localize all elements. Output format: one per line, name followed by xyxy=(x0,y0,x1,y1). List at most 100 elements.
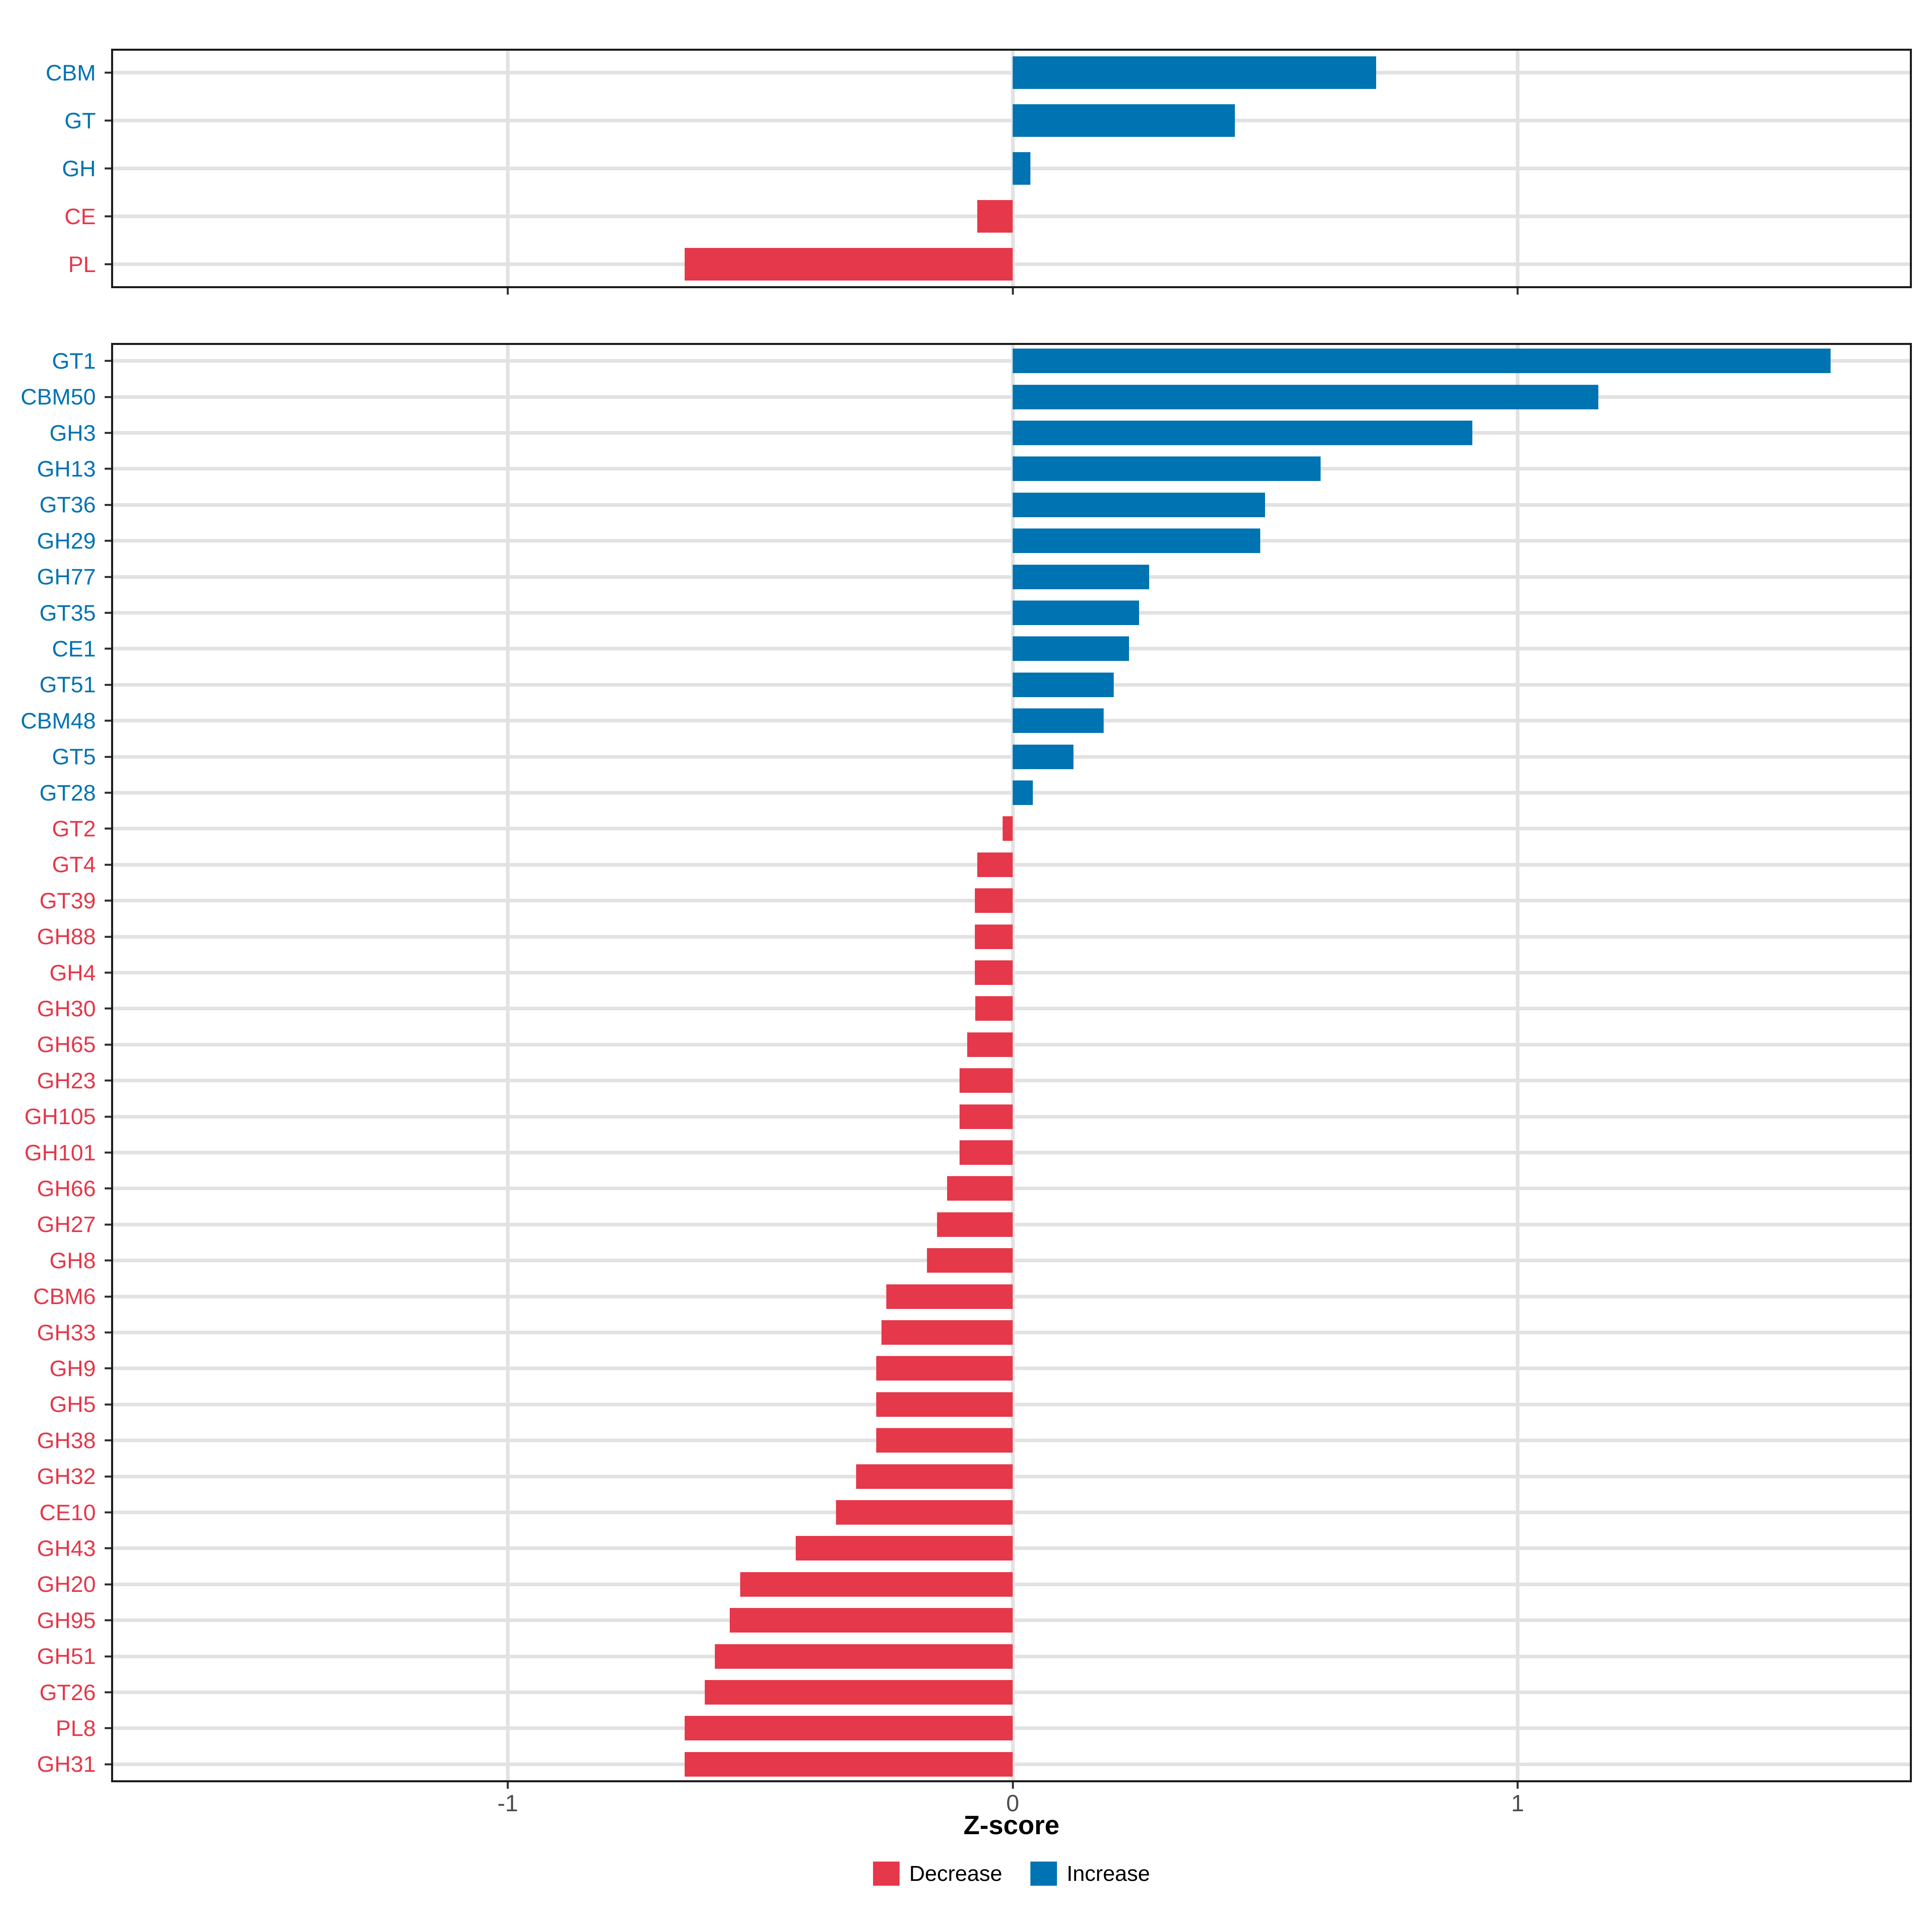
y-axis-label-PL8: PL8 xyxy=(56,1715,96,1741)
row-gridline-CE1 xyxy=(111,647,1912,651)
bar-GH101 xyxy=(960,1140,1013,1165)
legend-item-decrease: Decrease xyxy=(873,1862,1002,1886)
y-axis-label-CBM48: CBM48 xyxy=(21,708,96,733)
y-axis-label-GH8: GH8 xyxy=(49,1247,96,1273)
row-gridline-GH29 xyxy=(111,539,1912,543)
bar-GH95 xyxy=(730,1608,1013,1633)
y-axis-label-GH105: GH105 xyxy=(24,1104,96,1129)
legend-label-decrease: Decrease xyxy=(909,1862,1002,1886)
x-gridline--1 xyxy=(506,343,510,1782)
y-axis-label-GT51: GT51 xyxy=(39,672,96,698)
bar-GT35 xyxy=(1013,601,1139,625)
row-gridline-GH13 xyxy=(111,467,1912,471)
y-tick-GH4 xyxy=(105,972,111,974)
legend-label-increase: Increase xyxy=(1066,1862,1150,1886)
bar-GH5 xyxy=(876,1392,1013,1417)
row-gridline-GT1 xyxy=(111,359,1912,363)
x-tick-label--1: -1 xyxy=(497,1790,518,1816)
y-tick-GH65 xyxy=(105,1043,111,1046)
y-tick-GH29 xyxy=(105,540,111,542)
y-tick-GT26 xyxy=(105,1691,111,1693)
row-gridline-CBM xyxy=(111,71,1912,74)
y-axis-label-GT2: GT2 xyxy=(52,815,96,841)
y-tick-PL8 xyxy=(105,1727,111,1730)
y-tick-GH51 xyxy=(105,1655,111,1657)
y-tick-CBM xyxy=(105,72,111,74)
y-tick-CE xyxy=(105,215,111,217)
y-axis-label-CBM50: CBM50 xyxy=(21,384,96,410)
chart-legend: Decrease Increase xyxy=(111,1862,1912,1886)
y-axis-label-GH4: GH4 xyxy=(49,960,96,985)
bar-GH9 xyxy=(876,1356,1013,1381)
y-tick-GH95 xyxy=(105,1619,111,1622)
y-axis-label-GT4: GT4 xyxy=(52,852,96,877)
y-axis-label-GT36: GT36 xyxy=(39,492,96,518)
y-tick-GT35 xyxy=(105,612,111,614)
x-gridline-1 xyxy=(1516,343,1519,1782)
y-axis-label-GH51: GH51 xyxy=(37,1643,96,1669)
bar-CE xyxy=(977,200,1013,233)
y-tick-GT28 xyxy=(105,792,111,794)
y-tick-GT39 xyxy=(105,900,111,902)
row-gridline-GT35 xyxy=(111,611,1912,615)
bar-GT36 xyxy=(1013,492,1265,517)
bar-CBM50 xyxy=(1013,384,1599,409)
bar-GH xyxy=(1013,152,1030,185)
bar-GH88 xyxy=(974,924,1013,949)
bar-GT26 xyxy=(704,1680,1013,1705)
bar-PL8 xyxy=(684,1716,1013,1741)
y-axis-label-GH88: GH88 xyxy=(37,924,96,949)
x-tick-cazyme-class-panel-1 xyxy=(1517,288,1519,295)
y-tick-CBM50 xyxy=(105,396,111,398)
row-gridline-GH xyxy=(111,167,1912,170)
y-tick-PL xyxy=(105,263,111,265)
bar-CBM48 xyxy=(1013,708,1104,733)
bar-GH29 xyxy=(1013,528,1260,553)
y-tick-GH8 xyxy=(105,1259,111,1262)
y-axis-label-GH43: GH43 xyxy=(37,1535,96,1561)
y-tick-GH30 xyxy=(105,1007,111,1010)
row-gridline-GT51 xyxy=(111,683,1912,687)
y-tick-GH101 xyxy=(105,1152,111,1154)
bar-GT4 xyxy=(977,852,1013,877)
bar-GT51 xyxy=(1013,672,1114,697)
bar-GH51 xyxy=(714,1644,1013,1669)
row-gridline-GH77 xyxy=(111,575,1912,579)
y-axis-label-GH38: GH38 xyxy=(37,1427,96,1453)
bar-GT2 xyxy=(1002,816,1013,841)
y-tick-CBM48 xyxy=(105,720,111,722)
y-axis-label-GH5: GH5 xyxy=(49,1391,96,1417)
y-axis-label-GH3: GH3 xyxy=(49,420,96,446)
y-axis-label-GH13: GH13 xyxy=(37,456,96,481)
y-axis-label-GT1: GT1 xyxy=(52,348,96,374)
bar-GH31 xyxy=(684,1752,1013,1777)
bar-GH38 xyxy=(876,1428,1013,1453)
y-axis-label-GH30: GH30 xyxy=(37,995,96,1021)
row-gridline-GT5 xyxy=(111,755,1912,759)
y-axis-label-GH31: GH31 xyxy=(37,1751,96,1777)
y-axis-label-CE1: CE1 xyxy=(52,636,96,661)
bar-GH8 xyxy=(927,1248,1013,1273)
y-tick-GT4 xyxy=(105,863,111,866)
y-axis-label-GT35: GT35 xyxy=(39,600,96,625)
bar-GH3 xyxy=(1013,421,1472,445)
bar-GH4 xyxy=(974,960,1013,985)
y-axis-label-GH65: GH65 xyxy=(37,1032,96,1057)
y-tick-GT xyxy=(105,120,111,122)
y-axis-label-GH101: GH101 xyxy=(24,1139,96,1165)
y-axis-label-GT39: GT39 xyxy=(39,888,96,913)
y-tick-GH xyxy=(105,167,111,169)
x-tick-cazyme-class-panel--1 xyxy=(507,288,509,295)
bar-GT28 xyxy=(1013,780,1033,805)
y-axis-label-GH66: GH66 xyxy=(37,1175,96,1201)
y-tick-GT5 xyxy=(105,755,111,758)
y-axis-label-CE10: CE10 xyxy=(39,1499,96,1525)
y-axis-label-PL: PL xyxy=(68,251,96,277)
y-axis-label-CBM6: CBM6 xyxy=(33,1284,96,1309)
bar-GH32 xyxy=(856,1464,1013,1489)
y-tick-GT1 xyxy=(105,360,111,362)
y-axis-label-CE: CE xyxy=(64,203,96,229)
bar-GT1 xyxy=(1013,349,1831,374)
legend-swatch-decrease xyxy=(873,1862,900,1886)
x-tick-cazyme-family-panel--1 xyxy=(507,1782,509,1789)
